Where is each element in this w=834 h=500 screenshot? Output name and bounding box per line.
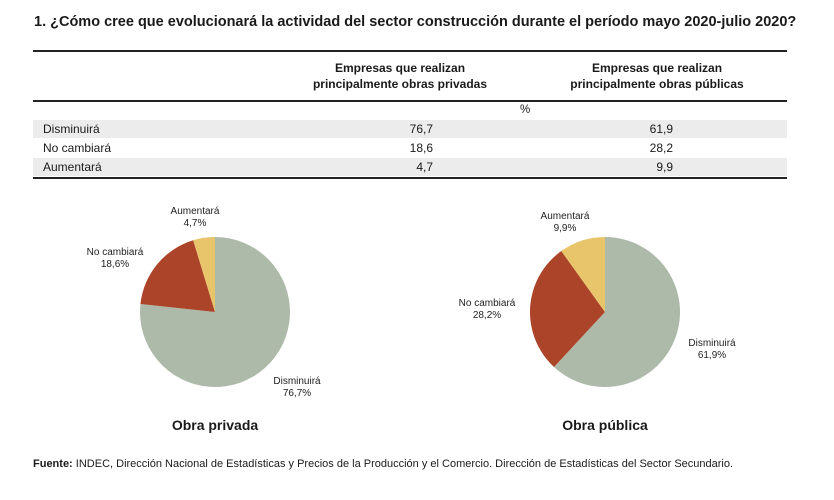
column-header-line: principalmente obras públicas: [570, 77, 744, 91]
pie-label: Disminuirá 61,9%: [688, 338, 736, 361]
value-privadas: 76,7: [409, 122, 433, 136]
pie-slice-disminuira: [554, 237, 680, 387]
table-row: No cambiará 18,6 28,2: [33, 139, 787, 157]
pie-label: No cambiará 18,6%: [87, 247, 144, 270]
pie-label: Aumentará 4,7%: [171, 206, 220, 229]
question-title: 1. ¿Cómo cree que evolucionará la activi…: [34, 14, 797, 30]
source-prefix: Fuente:: [33, 458, 73, 470]
pie-slice-aumentara: [561, 237, 605, 312]
table-row: Disminuirá 76,7 61,9: [33, 120, 787, 138]
column-header-publicas: Empresas que realizan principalmente obr…: [537, 60, 777, 92]
pie-slice-disminuira: [140, 237, 291, 387]
pie-slice-no-cambiara: [530, 251, 605, 367]
pie-charts: Disminuirá 76,7% No cambiará 18,6% Aumentará…: [87, 206, 736, 433]
table-bottom-rule: [33, 177, 787, 179]
source-text: INDEC, Dirección Nacional de Estadística…: [72, 458, 734, 470]
pie-slice-no-cambiara: [140, 240, 215, 312]
row-label: No cambiará: [43, 141, 112, 155]
pie-label: No cambiará 28,2%: [459, 298, 516, 321]
pie-label: Disminuirá 76,7%: [273, 376, 321, 399]
source-note: Fuente: INDEC, Dirección Nacional de Est…: [33, 458, 733, 470]
pie-title: Obra pública: [562, 417, 648, 433]
table-top-rule: [33, 50, 787, 52]
table-row: Aumentará 4,7 9,9: [33, 158, 787, 176]
row-label: Aumentará: [43, 160, 102, 174]
column-header-line: principalmente obras privadas: [312, 77, 488, 91]
value-publicas: 61,9: [649, 122, 673, 136]
value-publicas: 9,9: [656, 160, 673, 174]
row-label: Disminuirá: [43, 122, 100, 136]
column-header-privadas: Empresas que realizan principalmente obr…: [280, 60, 520, 92]
value-privadas: 18,6: [409, 141, 433, 155]
pie-slice-aumentara: [193, 237, 215, 312]
pie-title: Obra privada: [172, 417, 259, 433]
column-header-line: Empresas que realizan: [334, 61, 466, 75]
table-header-rule: [33, 100, 787, 102]
value-privadas: 4,7: [416, 160, 433, 174]
value-publicas: 28,2: [649, 141, 673, 155]
unit-label: %: [520, 104, 531, 116]
pie-label: Aumentará 9,9%: [541, 211, 590, 234]
column-header-line: Empresas que realizan: [591, 61, 723, 75]
